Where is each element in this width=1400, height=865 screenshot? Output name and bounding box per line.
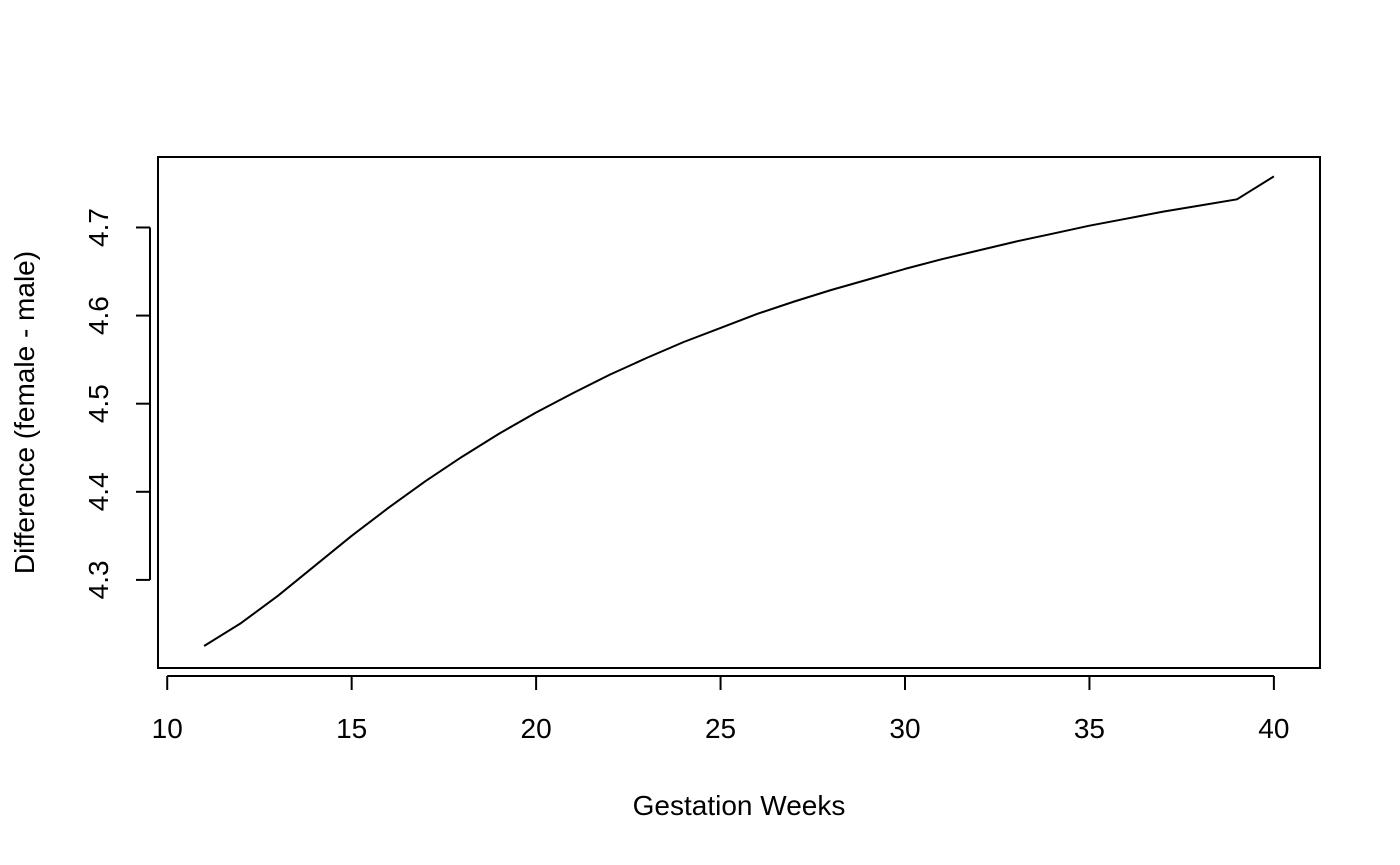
x-tick-label: 40 [1258, 713, 1289, 744]
y-tick-label: 4.7 [83, 208, 114, 247]
y-tick-label: 4.5 [83, 384, 114, 423]
x-tick-label: 10 [152, 713, 183, 744]
plot-frame [157, 156, 1321, 669]
series-line [203, 175, 1275, 647]
x-tick-label: 25 [705, 713, 736, 744]
x-axis: 10 15 20 25 30 35 40 [152, 675, 1289, 744]
y-axis: 4.3 4.4 4.5 4.6 4.7 [83, 208, 151, 599]
plot-area [203, 175, 1275, 647]
y-tick-label: 4.4 [83, 472, 114, 511]
y-tick-label: 4.6 [83, 296, 114, 335]
x-axis-title: Gestation Weeks [633, 790, 846, 821]
x-tick-label: 15 [336, 713, 367, 744]
x-tick-label: 30 [889, 713, 920, 744]
x-tick-label: 20 [521, 713, 552, 744]
x-tick-label: 35 [1074, 713, 1105, 744]
y-tick-label: 4.3 [83, 560, 114, 599]
y-axis-title: Difference (female - male) [9, 251, 40, 574]
